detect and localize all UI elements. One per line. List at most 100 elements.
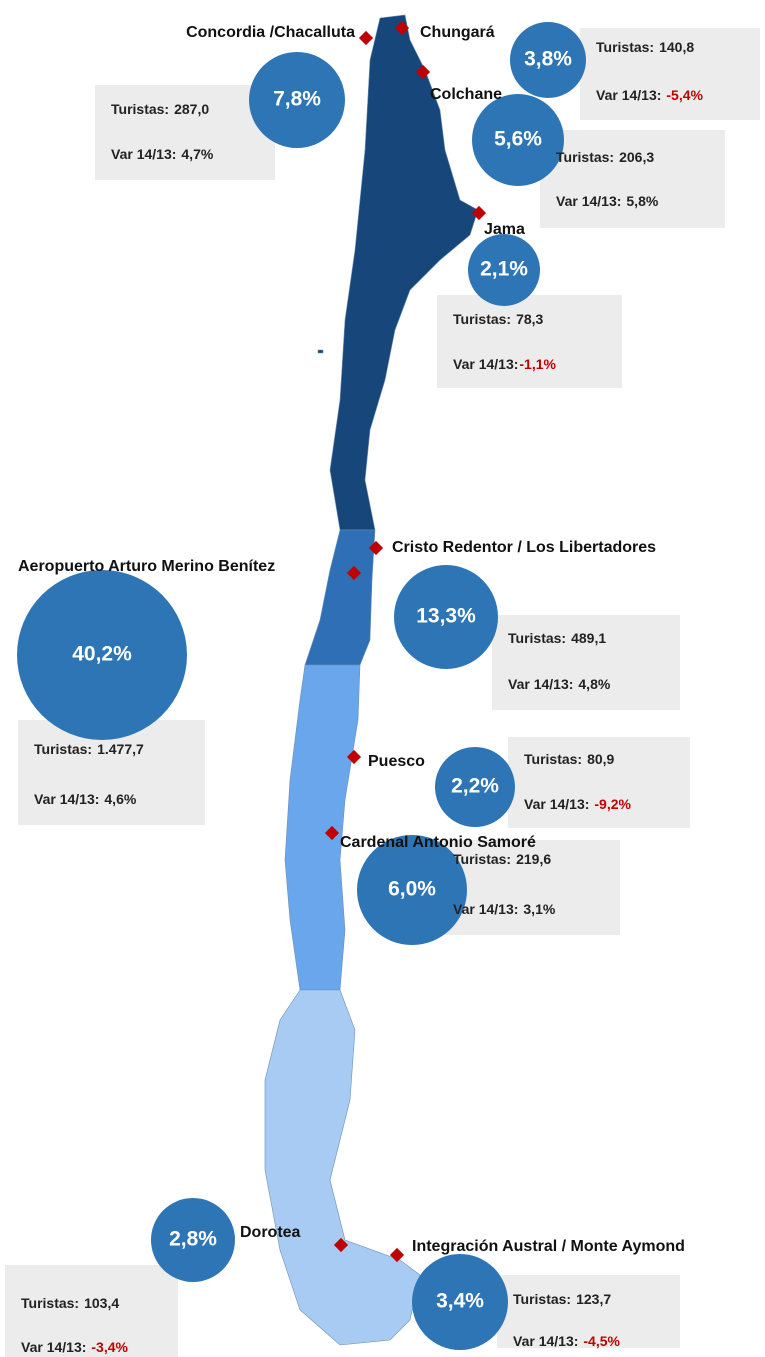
share-circle [472,94,564,186]
crossing-marker [333,1237,349,1253]
var-value: -9,2% [594,796,631,812]
var-line: Var 14/13: 3,1% [453,901,556,917]
share-label: 3,4% [436,1290,484,1313]
var-label: Var 14/13: [596,87,661,103]
share-circle [151,1198,235,1282]
crossing-name: Integración Austral / Monte Aymond [412,1238,685,1255]
crossing: 13,3% Cristo Redentor / Los Libertadores T… [368,539,680,710]
tourists-label: Turistas: [513,1291,571,1307]
share-circle [510,22,586,98]
info-box [508,737,690,828]
crossing-name: Concordia /Chacalluta [186,24,355,41]
crossing-name: Cardenal Antonio Samoré [340,834,536,851]
crossing-name: Puesco [368,753,425,770]
tourists-value: 103,4 [84,1295,119,1311]
info-box [540,130,725,228]
crossing-marker [368,540,384,556]
share-label: 40,2% [72,643,132,666]
tourists-label: Turistas: [524,751,582,767]
crossing-name: Dorotea [240,1224,301,1241]
var-label: Var 14/13: [524,796,589,812]
tourists-value: 219,6 [516,851,551,867]
var-label: Var 14/13: [508,676,573,692]
var-value: -1,1% [519,356,556,372]
share-label: 5,6% [494,128,542,151]
tourists-label: Turistas: [453,851,511,867]
crossing-name: Colchane [430,86,502,103]
var-line: Var 14/13: 4,6% [34,791,137,807]
crossing: 3,8% Chungará Turistas: 140,8 Var 14/13: -5,4… [394,20,760,120]
tourists-value: 123,7 [576,1291,611,1307]
var-value: 5,8% [626,193,658,209]
var-value: 4,6% [104,791,136,807]
crossing-marker [415,64,431,80]
share-circle [394,565,498,669]
share-circle [249,52,345,148]
var-value: -3,4% [91,1339,128,1355]
share-label: 2,8% [169,1228,217,1251]
share-circle [435,747,515,827]
crossing: 3,4% Integración Austral / Monte Aymond Tu… [389,1238,685,1350]
crossing: 2,8% Dorotea Turistas: 103,4 Var 14/13: -3,4% [5,1198,349,1357]
tourists-line: Turistas: 103,4 [21,1295,119,1311]
tourists-label: Turistas: [34,741,92,757]
var-label: Var 14/13: [34,791,99,807]
var-line: Var 14/13: -4,5% [513,1333,621,1349]
share-label: 6,0% [388,878,436,901]
crossing-marker [394,20,410,36]
tourists-line: Turistas: 219,6 [453,851,551,867]
var-value: 4,7% [181,146,213,162]
tourists-label: Turistas: [508,630,566,646]
var-line: Var 14/13: 4,7% [111,146,214,162]
info-box [437,295,622,388]
info-box [492,615,680,710]
crossing: 7,8% Concordia /Chacalluta Turistas: 287,0 V… [95,24,374,180]
tourists-line: Turistas: 123,7 [513,1291,611,1307]
tourists-line: Turistas: 206,3 [556,149,654,165]
tourists-line: Turistas: 489,1 [508,630,606,646]
var-label: Var 14/13: [111,146,176,162]
crossing-marker [358,30,374,46]
island [317,349,324,354]
tourists-value: 1.477,7 [97,741,144,757]
var-line: Var 14/13: -9,2% [524,796,632,812]
region-south [284,664,361,991]
share-label: 7,8% [273,88,321,111]
info-box [497,1275,680,1348]
var-line: Var 14/13: -3,4% [21,1339,129,1355]
tourists-line: Turistas: 80,9 [524,751,615,767]
chile-map [264,14,479,1346]
crossing-name: Cristo Redentor / Los Libertadores [392,539,656,556]
share-circle [17,570,187,740]
share-circle [468,234,540,306]
crossing: 2,1% Jama Turistas: 78,3 Var 14/13:-1,1% [437,205,622,388]
var-line: Var 14/13:-1,1% [453,356,557,372]
tourists-line: Turistas: 287,0 [111,101,209,117]
crossing-marker [324,825,340,841]
var-line: Var 14/13: 5,8% [556,193,659,209]
share-label: 13,3% [416,605,476,628]
tourists-label: Turistas: [21,1295,79,1311]
crossing-marker [471,205,487,221]
share-label: 2,1% [480,258,528,281]
crossing-marker [346,749,362,765]
share-circle [357,835,467,945]
crossing-name: Aeropuerto Arturo Merino Benítez [18,558,275,575]
crossing: 40,2% Aeropuerto Arturo Merino Benítez Tur… [17,558,362,825]
tourists-label: Turistas: [453,311,511,327]
share-label: 3,8% [524,48,572,71]
var-line: Var 14/13: 4,8% [508,676,611,692]
tourists-line: Turistas: 140,8 [596,39,694,55]
crossing: 2,2% Puesco Turistas: 80,9 Var 14/13: -9,2% [346,737,690,828]
crossing-marker [389,1247,405,1263]
crossing-name: Chungará [420,24,495,41]
share-label: 2,2% [451,775,499,798]
var-label: Var 14/13: [453,901,518,917]
share-circle [412,1254,508,1350]
var-label: Var 14/13: [513,1333,578,1349]
tourists-label: Turistas: [596,39,654,55]
tourists-value: 80,9 [587,751,614,767]
info-box [437,840,620,935]
